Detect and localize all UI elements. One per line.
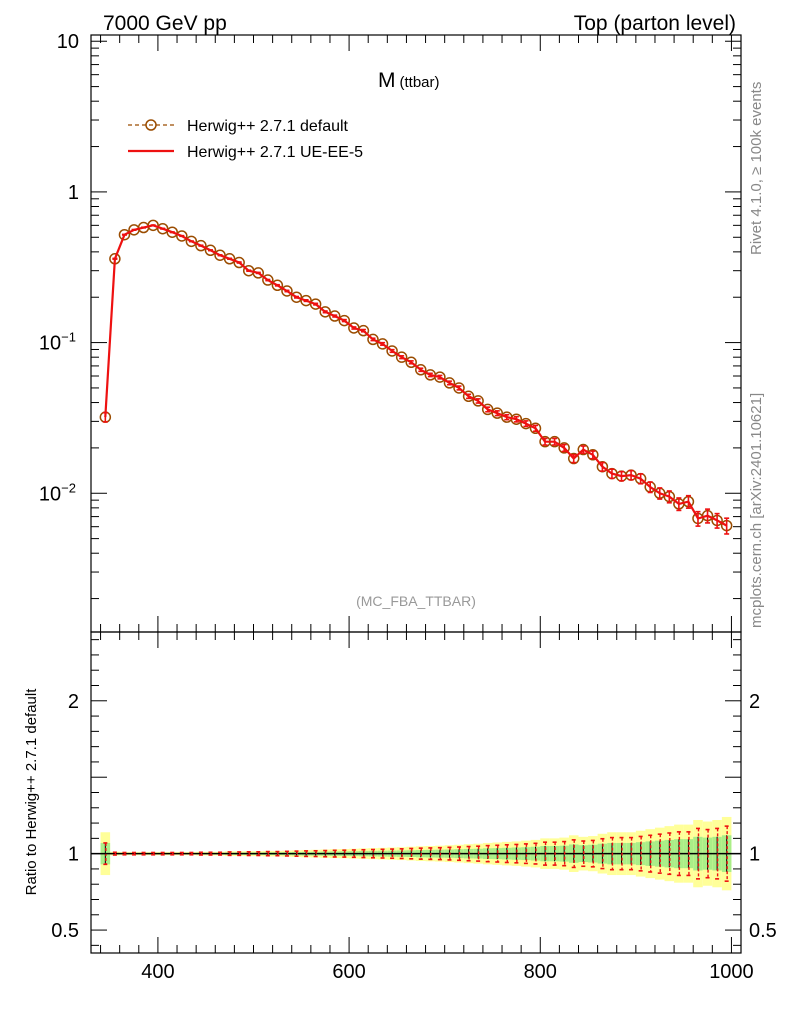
main-y-tick-label: 1: [68, 182, 79, 204]
header-left: 7000 GeV pp: [103, 12, 227, 35]
data-point-default: [319, 306, 331, 318]
data-point-default: [472, 395, 484, 407]
data-point-default: [558, 442, 570, 454]
data-point-default: [281, 285, 293, 297]
data-point-default: [415, 364, 427, 376]
rivet-version-text: Rivet 4.1.0,: [748, 175, 765, 255]
rivet-version-label: Rivet 4.1.0, ≥ 100k events: [748, 82, 765, 255]
data-point-default: [405, 356, 417, 369]
mcplots-label: mcplots.cern.ch [arXiv:2401.10621]: [748, 393, 765, 628]
data-point-default: [357, 324, 370, 337]
data-point-default: [491, 407, 503, 419]
data-point-default: [443, 377, 456, 389]
analysis-label: (MC_FBA_TTBAR): [356, 593, 476, 609]
ratio-panel: 2 2 1 1 0.5 0.5 400 600 800 1000 Ratio to Herwig…: [23, 631, 777, 983]
data-point-default: [481, 403, 494, 416]
x-tick-label: 600: [332, 961, 365, 983]
tick-label-base: 10: [39, 333, 61, 355]
data-point-default: [166, 226, 178, 238]
ratio-axis-ticks: [91, 632, 741, 953]
data-point-default: [176, 230, 188, 242]
data-point-default: [577, 443, 590, 456]
x-tick-labels: 400 600 800 1000: [141, 961, 753, 983]
data-point-default: [214, 249, 226, 261]
data-point-default: [156, 222, 169, 235]
data-point-default: [520, 417, 532, 430]
data-point-default: [271, 279, 284, 292]
data-point-default: [204, 244, 217, 257]
main-axis-ticks: [91, 35, 741, 632]
observable-title: M (ttbar): [378, 69, 440, 92]
ratio-y-tick-label-left: 0.5: [51, 920, 79, 942]
tick-label-base: 10: [39, 483, 61, 505]
ratio-y-tick-label-left: 2: [68, 691, 79, 713]
data-point-default: [386, 345, 398, 357]
ratio-y-tick-label-left: 1: [68, 844, 79, 866]
data-point-default: [223, 253, 236, 265]
x-tick-label: 800: [524, 961, 557, 983]
data-point-default: [367, 333, 379, 346]
tick-label-exponent: −2: [61, 480, 76, 495]
data-point-default: [233, 256, 245, 269]
data-point-default: [395, 351, 408, 363]
legend-marker-default: [145, 119, 157, 131]
main-series-group: [99, 219, 733, 535]
legend: Herwig++ 2.7.1 default Herwig++ 2.7.1 UE…: [128, 118, 363, 161]
data-point-default: [376, 338, 389, 350]
data-point-default: [329, 310, 341, 322]
greater-equal-symbol: ≥: [748, 167, 765, 175]
data-point-default: [300, 294, 312, 307]
data-point-default: [529, 422, 542, 435]
ratio-y-tick-label-right: 1: [749, 844, 760, 866]
legend-label-default: Herwig++ 2.7.1 default: [187, 118, 349, 135]
main-y-tick-label: 10−2: [39, 480, 76, 505]
data-point-default: [462, 390, 475, 403]
main-y-tick-label: 10−1: [39, 330, 76, 355]
observable-sub: (ttbar): [400, 74, 440, 91]
rivet-events-text: 100k events: [748, 82, 765, 167]
ratio-frame: [90, 631, 742, 954]
ratio-y-axis-label: Ratio to Herwig++ 2.7.1 default: [23, 688, 40, 896]
data-point-default: [309, 298, 322, 310]
ratio-y-tick-label-right: 0.5: [749, 920, 777, 942]
data-point-default: [338, 314, 351, 327]
ratio-y-tick-label-right: 2: [749, 691, 760, 713]
main-y-tick-label: 10: [57, 31, 79, 53]
data-point-default: [195, 239, 207, 252]
data-point-default: [185, 235, 198, 248]
observable-main: M: [378, 69, 396, 92]
tick-label-exponent: −1: [61, 330, 76, 345]
data-point-default: [453, 382, 465, 394]
data-point-default: [567, 452, 580, 465]
legend-label-ue-ee5: Herwig++ 2.7.1 UE-EE-5: [187, 144, 363, 161]
data-point-default: [118, 228, 131, 241]
x-tick-label: 1000: [709, 961, 754, 983]
x-tick-label: 400: [141, 961, 174, 983]
data-point-default: [434, 371, 446, 383]
data-point-default: [252, 267, 265, 279]
ratio-y-tick-labels: 2 2 1 1 0.5 0.5: [51, 691, 777, 942]
data-point-default: [262, 274, 274, 286]
ratio-error-bars: [103, 825, 729, 882]
header-right: Top (parton level): [574, 12, 736, 35]
data-point-default: [587, 449, 599, 461]
